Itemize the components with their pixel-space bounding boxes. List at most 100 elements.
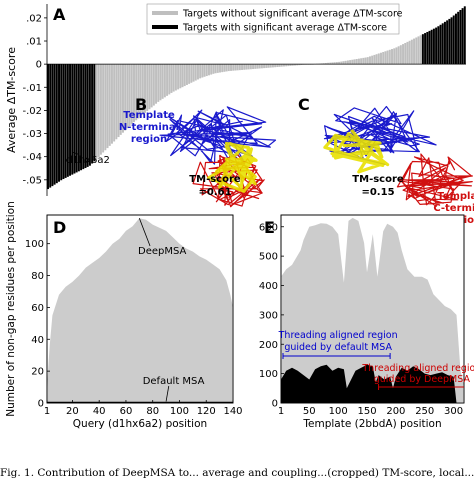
- x-tick-label: 120: [197, 406, 216, 417]
- bar: [75, 64, 78, 173]
- bar: [196, 64, 199, 80]
- bar: [265, 64, 268, 68]
- bar: [245, 64, 248, 70]
- bar: [256, 64, 259, 69]
- bar: [355, 59, 358, 65]
- bar: [47, 64, 49, 190]
- bar: [170, 64, 173, 93]
- region-label: guided by DeepMSA: [374, 374, 471, 385]
- region-label: Threading aligned region: [361, 363, 474, 374]
- region-label: region: [131, 134, 167, 145]
- bar: [357, 58, 360, 65]
- bar: [234, 64, 237, 71]
- bar: [267, 64, 270, 68]
- bar: [362, 57, 365, 65]
- bar: [124, 64, 127, 131]
- x-tick-label: 150: [357, 406, 376, 417]
- bar: [159, 64, 162, 101]
- y-tick-label: 60: [31, 303, 44, 314]
- bar: [340, 61, 343, 65]
- bar: [377, 53, 380, 65]
- bar: [185, 64, 188, 85]
- bar: [459, 9, 462, 65]
- bar: [62, 64, 65, 180]
- bar: [408, 40, 411, 65]
- bar: [254, 64, 257, 69]
- bar: [55, 64, 58, 184]
- x-tick-label: 20: [66, 406, 79, 417]
- bar: [88, 64, 91, 166]
- tm-score-label: TM-score: [189, 174, 241, 185]
- bar: [139, 64, 142, 117]
- bar: [406, 41, 409, 65]
- bar: [66, 64, 69, 177]
- bar: [368, 56, 371, 65]
- bar: [223, 64, 226, 72]
- bar: [128, 64, 131, 127]
- bar: [104, 64, 107, 151]
- bar: [148, 64, 151, 110]
- bar: [238, 64, 241, 71]
- x-tick-label: 60: [120, 406, 133, 417]
- bar: [146, 64, 149, 112]
- bar: [121, 64, 124, 133]
- bar: [201, 64, 204, 78]
- bar: [106, 64, 109, 149]
- bar: [205, 64, 208, 77]
- y-tick-label: -.04: [22, 152, 42, 163]
- bar: [432, 28, 435, 65]
- bar: [141, 64, 144, 115]
- bar: [280, 64, 283, 67]
- bar: [454, 13, 457, 65]
- bar: [452, 15, 455, 65]
- bar: [344, 60, 347, 65]
- bar: [395, 47, 398, 65]
- bar: [135, 64, 138, 121]
- bar: [58, 64, 61, 182]
- bar: [172, 64, 175, 92]
- bar: [353, 59, 356, 65]
- annotation-leader: [71, 151, 80, 155]
- bar: [258, 64, 261, 69]
- bar: [207, 64, 210, 76]
- region-label: C-terminal: [433, 203, 474, 214]
- x-axis-label: Template (2bbdA) position: [302, 418, 441, 430]
- bar: [391, 49, 393, 65]
- series-area: [281, 364, 457, 403]
- bar: [276, 64, 279, 68]
- bar: [64, 64, 67, 178]
- bar: [71, 64, 74, 175]
- panel-a: .02 .01 0 -.01 -.02 -.03 -.04 -.05 Average ΔTM-s…: [5, 3, 466, 196]
- bar: [397, 46, 400, 65]
- x-tick-label: 1: [278, 406, 284, 417]
- bar: [410, 39, 413, 65]
- legend-box: [146, 3, 400, 35]
- y-tick-label: 100: [25, 239, 44, 250]
- bar: [144, 64, 147, 113]
- bar: [274, 64, 277, 68]
- bar: [232, 64, 235, 71]
- bar: [53, 64, 56, 185]
- bar: [329, 62, 332, 65]
- bar: [210, 64, 213, 75]
- bar: [150, 64, 153, 108]
- bar: [236, 64, 239, 71]
- bar: [360, 58, 363, 65]
- bar: [77, 64, 80, 172]
- bar: [346, 60, 349, 65]
- bar: [448, 18, 451, 65]
- bar: [60, 64, 63, 181]
- bar: [73, 64, 76, 174]
- bar: [80, 64, 83, 171]
- bar: [84, 64, 87, 169]
- bar: [435, 27, 438, 65]
- bar: [375, 54, 378, 65]
- bar: [461, 8, 464, 65]
- bar: [119, 64, 122, 135]
- bar: [174, 64, 177, 91]
- bar: [91, 64, 94, 164]
- bar: [331, 62, 334, 65]
- panel-letter: C: [298, 95, 310, 114]
- bar: [130, 64, 133, 124]
- bar: [163, 64, 166, 98]
